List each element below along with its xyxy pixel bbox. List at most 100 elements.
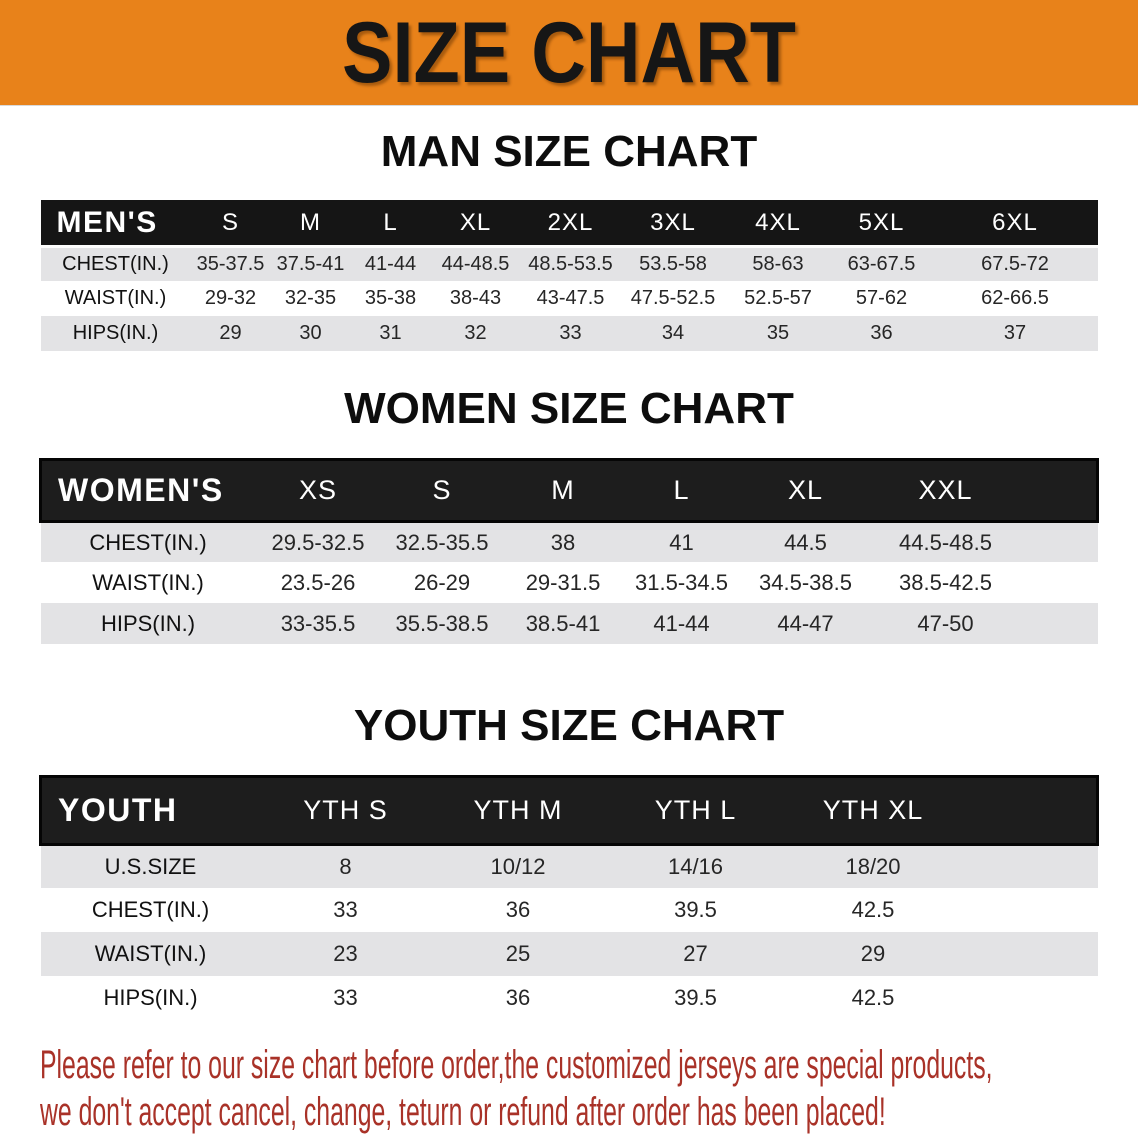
row-spacer-cell bbox=[1021, 562, 1098, 603]
value-cell: 35-38 bbox=[364, 287, 417, 310]
value-cell: 18/20 bbox=[785, 842, 961, 889]
women-section: WOMEN SIZE CHART WOMEN'S XS S M L XL XXL CHEST(… bbox=[0, 384, 1138, 645]
size-column-header: YTH M bbox=[430, 774, 606, 846]
value-cell: 36 bbox=[505, 897, 531, 923]
value-cell: 29-32 bbox=[204, 287, 257, 310]
size-column-header: S bbox=[380, 457, 504, 523]
table-row: WAIST(IN.) 29-32 32-35 35-38 38-43 43-47.5 47.… bbox=[41, 281, 1098, 316]
value-cell: 52.5-57 bbox=[744, 287, 812, 310]
value-cell: 38.5-42.5 bbox=[899, 569, 992, 595]
size-column-header: XS bbox=[255, 457, 381, 523]
size-column-header: 5XL bbox=[830, 200, 933, 247]
header-row: YOUTH YTH S YTH M YTH L YTH XL bbox=[39, 774, 1099, 846]
men-size-table: MEN'S S M L XL 2XL 3XL 4XL 5XL 6XL CHEST(IN.) 35-37… bbox=[40, 200, 1098, 352]
value-cell: 23.5-26 bbox=[280, 569, 356, 595]
size-column-header: M bbox=[270, 200, 351, 247]
value-cell: 14/16 bbox=[605, 842, 786, 889]
value-cell: 38 bbox=[503, 519, 623, 563]
value-cell: 27 bbox=[683, 941, 708, 967]
value-cell: 38-43 bbox=[449, 287, 502, 310]
row-label-cell: HIPS(IN.) bbox=[103, 985, 198, 1011]
row-spacer-cell bbox=[1021, 603, 1098, 644]
value-cell: 35.5-38.5 bbox=[395, 610, 489, 636]
size-column-header: 4XL bbox=[725, 200, 831, 247]
table-row: CHEST(IN.) 35-37.5 37.5-41 41-44 44-48.5 48.5… bbox=[40, 244, 1098, 282]
row-label-cell: CHEST(IN.) bbox=[40, 519, 256, 563]
value-cell: 29.5-32.5 bbox=[255, 519, 381, 563]
size-column-header: YTH S bbox=[260, 774, 431, 846]
value-cell: 30 bbox=[299, 322, 322, 345]
row-spacer-cell bbox=[961, 888, 1098, 932]
value-cell: 62-66.5 bbox=[981, 287, 1049, 310]
women-header-label: WOMEN'S bbox=[39, 457, 256, 523]
value-cell: 41-44 bbox=[653, 610, 710, 636]
value-cell: 33-35.5 bbox=[280, 610, 356, 636]
row-label-cell: WAIST(IN.) bbox=[64, 287, 167, 310]
row-label-cell: HIPS(IN.) bbox=[100, 610, 196, 636]
size-column-header: 2XL bbox=[520, 200, 621, 247]
value-cell: 39.5 bbox=[674, 985, 717, 1011]
value-cell: 36 bbox=[505, 985, 531, 1011]
value-cell: 42.5 bbox=[851, 897, 895, 923]
value-cell: 29 bbox=[219, 322, 242, 345]
value-cell: 31 bbox=[379, 322, 402, 345]
banner: SIZE CHART bbox=[0, 0, 1138, 106]
value-cell: 41-44 bbox=[350, 244, 431, 282]
value-cell: 31.5-34.5 bbox=[635, 569, 728, 595]
value-cell: 23 bbox=[333, 941, 358, 967]
header-row: WOMEN'S XS S M L XL XXL bbox=[39, 457, 1099, 523]
table-row: U.S.SIZE 8 10/12 14/16 18/20 bbox=[40, 842, 1098, 889]
value-cell: 58-63 bbox=[725, 244, 831, 282]
row-label-cell: U.S.SIZE bbox=[40, 842, 261, 889]
size-column-header: 6XL bbox=[932, 200, 1098, 247]
women-section-title: WOMEN SIZE CHART bbox=[344, 384, 794, 434]
value-cell: 63-67.5 bbox=[830, 244, 933, 282]
value-cell: 44.5 bbox=[740, 519, 871, 563]
value-cell: 38.5-41 bbox=[525, 610, 601, 636]
row-spacer-cell bbox=[961, 932, 1098, 976]
disclaimer: Please refer to our size chart before or… bbox=[40, 1042, 1138, 1136]
value-cell: 57-62 bbox=[855, 287, 908, 310]
youth-size-table: YOUTH YTH S YTH M YTH L YTH XL U.S.SIZE 8 10/12… bbox=[39, 774, 1099, 1021]
value-cell: 32 bbox=[464, 322, 487, 345]
value-cell: 34.5-38.5 bbox=[759, 569, 852, 595]
value-cell: 33 bbox=[559, 322, 582, 345]
size-column-header: L bbox=[622, 457, 741, 523]
value-cell: 39.5 bbox=[674, 897, 717, 923]
table-row: WAIST(IN.) 23 25 27 29 bbox=[40, 932, 1098, 977]
size-column-header: 3XL bbox=[620, 200, 726, 247]
size-column-header: XL bbox=[430, 200, 521, 247]
youth-section-title: YOUTH SIZE CHART bbox=[353, 701, 785, 751]
value-cell: 37.5-41 bbox=[270, 244, 351, 282]
value-cell: 53.5-58 bbox=[620, 244, 726, 282]
value-cell: 32-35 bbox=[284, 287, 337, 310]
youth-header-label: YOUTH bbox=[39, 774, 261, 846]
value-cell: 44.5-48.5 bbox=[870, 519, 1021, 563]
youth-section: YOUTH SIZE CHART YOUTH YTH S YTH M YTH L YTH… bbox=[0, 701, 1138, 1021]
row-spacer-cell bbox=[1020, 519, 1098, 563]
value-cell: 44-47 bbox=[777, 610, 834, 636]
value-cell: 10/12 bbox=[430, 842, 606, 889]
value-cell: 34 bbox=[661, 322, 685, 345]
value-cell: 42.5 bbox=[851, 985, 895, 1011]
value-cell: 67.5-72 bbox=[932, 244, 1098, 282]
header-spacer-cell bbox=[1020, 457, 1099, 523]
row-label-cell: CHEST(IN.) bbox=[91, 897, 210, 923]
size-column-header: YTH L bbox=[605, 774, 786, 846]
value-cell: 41 bbox=[622, 519, 741, 563]
table-row: HIPS(IN.) 33-35.5 35.5-38.5 38.5-41 41-44 44-… bbox=[40, 603, 1098, 645]
value-cell: 33 bbox=[333, 985, 358, 1011]
value-cell: 33 bbox=[333, 897, 358, 923]
header-row: MEN'S S M L XL 2XL 3XL 4XL 5XL 6XL bbox=[40, 200, 1098, 247]
value-cell: 48.5-53.5 bbox=[520, 244, 621, 282]
table-row: WAIST(IN.) 23.5-26 26-29 29-31.5 31.5-34.5 34… bbox=[41, 562, 1098, 603]
row-label-cell: HIPS(IN.) bbox=[72, 322, 159, 345]
disclaimer-line-1: Please refer to our size chart before or… bbox=[40, 1043, 993, 1088]
row-label-cell: WAIST(IN.) bbox=[94, 941, 207, 967]
size-column-header: YTH XL bbox=[785, 774, 961, 846]
value-cell: 47.5-52.5 bbox=[630, 287, 716, 310]
row-spacer-cell bbox=[960, 842, 1098, 889]
table-row: HIPS(IN.) 29 30 31 32 33 34 35 36 37 bbox=[40, 316, 1098, 352]
size-column-header: XXL bbox=[870, 457, 1021, 523]
